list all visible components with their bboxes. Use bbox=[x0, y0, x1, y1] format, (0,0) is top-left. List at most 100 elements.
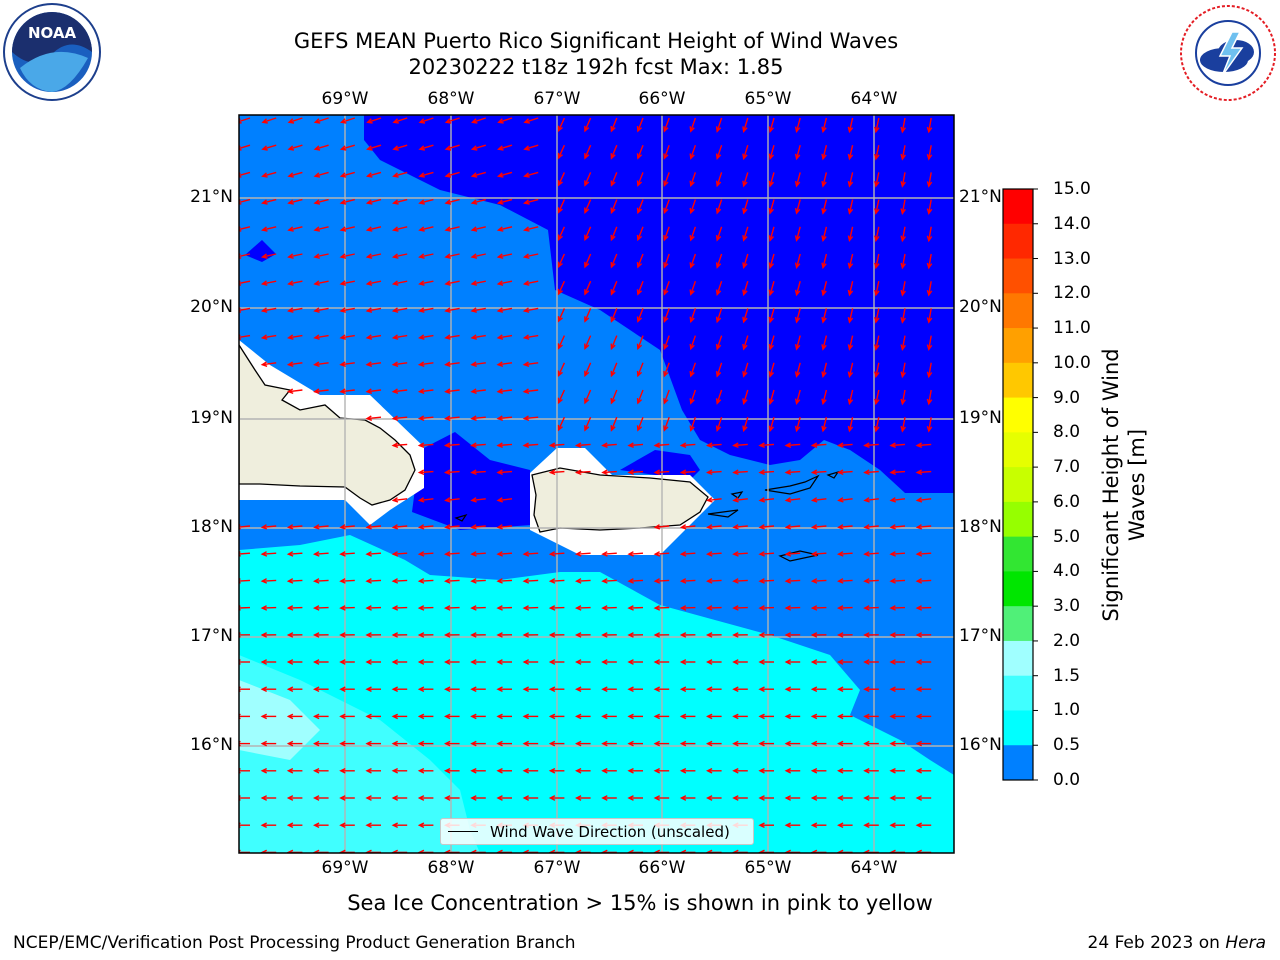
wind-wave-arrow bbox=[795, 308, 801, 323]
wind-wave-arrow bbox=[743, 199, 749, 214]
wind-wave-arrow-head bbox=[496, 578, 503, 584]
wind-wave-arrow-head bbox=[260, 795, 268, 801]
wind-wave-arrow bbox=[288, 389, 303, 393]
wind-wave-arrow bbox=[743, 117, 749, 132]
wind-wave-arrow-head bbox=[417, 767, 425, 774]
wind-wave-arrow-head bbox=[784, 524, 792, 530]
wind-wave-arrow-head bbox=[470, 253, 478, 259]
wind-wave-arrow bbox=[795, 335, 801, 350]
wind-wave-arrow-head bbox=[365, 334, 373, 340]
wind-wave-arrow bbox=[769, 335, 775, 350]
wind-wave-arrow bbox=[445, 280, 460, 285]
footer-host: Hera bbox=[1225, 933, 1266, 953]
wind-wave-arrow bbox=[445, 579, 460, 582]
wind-wave-arrow-head bbox=[444, 388, 451, 394]
wind-wave-arrow-head bbox=[339, 605, 346, 611]
wind-wave-arrow bbox=[602, 606, 617, 609]
wind-wave-arrow bbox=[795, 145, 801, 159]
wind-wave-arrow-head bbox=[260, 767, 268, 774]
wind-wave-arrow bbox=[917, 552, 932, 555]
wind-wave-arrow bbox=[716, 389, 723, 404]
wind-wave-arrow-head bbox=[732, 578, 739, 584]
wind-wave-arrow bbox=[498, 362, 513, 366]
wind-wave-arrow bbox=[690, 335, 697, 350]
band-0.0-0.5-mona bbox=[412, 432, 532, 530]
wind-wave-arrow bbox=[848, 117, 854, 132]
wind-wave-arrow bbox=[812, 579, 827, 582]
wind-wave-arrow-head bbox=[286, 361, 294, 367]
wind-wave-arrow bbox=[655, 606, 670, 609]
wind-wave-arrow bbox=[419, 416, 434, 420]
wind-wave-arrow-head bbox=[522, 659, 530, 665]
colorbar-tick-label: 12.0 bbox=[1053, 283, 1091, 304]
wind-wave-arrow bbox=[584, 253, 592, 268]
wind-wave-arrow bbox=[498, 280, 513, 285]
wind-wave-arrow-head bbox=[287, 334, 294, 340]
wind-wave-arrow bbox=[690, 199, 697, 214]
wind-wave-arrow-head bbox=[418, 226, 425, 232]
wind-wave-arrow bbox=[838, 443, 853, 447]
wind-wave-arrow-head bbox=[810, 578, 818, 584]
wind-wave-arrow bbox=[524, 171, 539, 177]
wind-wave-arrow-head bbox=[742, 371, 748, 378]
wind-wave-arrow-head bbox=[261, 226, 268, 232]
wind-wave-arrow-head bbox=[365, 578, 372, 584]
wind-wave-arrow-head bbox=[732, 605, 739, 611]
wind-wave-arrow bbox=[795, 226, 801, 241]
wind-wave-arrow-head bbox=[523, 145, 530, 151]
wind-wave-arrow bbox=[690, 144, 697, 159]
wind-wave-arrow-head bbox=[418, 199, 425, 205]
wind-wave-arrow bbox=[288, 280, 303, 285]
wind-wave-arrow-head bbox=[470, 361, 477, 367]
wind-wave-arrow bbox=[340, 606, 355, 609]
wind-wave-arrow bbox=[239, 117, 251, 123]
wind-wave-arrow-head bbox=[889, 578, 896, 584]
wind-wave-arrow-head bbox=[636, 180, 643, 187]
wind-wave-arrow bbox=[239, 171, 251, 177]
wind-wave-arrow-head bbox=[444, 686, 451, 693]
wind-wave-arrow bbox=[663, 117, 670, 132]
wind-wave-arrow-head bbox=[470, 442, 477, 448]
wind-wave-arrow bbox=[419, 498, 434, 502]
wind-wave-arrow bbox=[393, 552, 408, 555]
wind-wave-arrow-head bbox=[758, 632, 765, 638]
wind-wave-arrow-head bbox=[926, 235, 933, 243]
svg-text:NOAA: NOAA bbox=[28, 24, 77, 42]
noaa-logo: NOAA bbox=[3, 3, 101, 101]
wind-wave-arrow-head bbox=[497, 145, 504, 151]
wind-wave-arrow-head bbox=[313, 280, 320, 286]
wind-wave-arrow bbox=[690, 226, 697, 241]
wind-wave-arrow-head bbox=[391, 822, 399, 829]
wind-wave-arrow-head bbox=[496, 767, 503, 774]
wind-wave-arrow bbox=[610, 172, 618, 186]
wind-wave-arrow bbox=[628, 470, 644, 474]
wind-wave-arrow bbox=[875, 117, 880, 132]
wind-wave-arrow-head bbox=[391, 659, 399, 665]
wind-wave-arrow-head bbox=[522, 551, 530, 557]
wind-wave-arrow bbox=[576, 552, 591, 555]
wind-wave-arrow-head bbox=[653, 767, 661, 774]
wind-wave-arrow-head bbox=[496, 199, 504, 205]
wind-wave-arrow-head bbox=[584, 261, 590, 269]
wind-wave-arrow-head bbox=[863, 578, 870, 584]
wind-wave-arrow-head bbox=[417, 740, 425, 747]
lon-label-top-68w: 68°W bbox=[427, 89, 475, 109]
wind-wave-arrow-head bbox=[653, 659, 661, 665]
wind-wave-arrow bbox=[239, 144, 251, 150]
wind-wave-arrow-head bbox=[627, 767, 634, 774]
wind-wave-arrow-head bbox=[365, 253, 373, 259]
wind-wave-arrow bbox=[239, 198, 251, 204]
wind-wave-arrow bbox=[928, 145, 932, 160]
wind-wave-arrow-head bbox=[689, 398, 695, 405]
wind-wave-arrow-head bbox=[758, 524, 765, 530]
wind-wave-arrow-head bbox=[915, 632, 923, 638]
wind-wave-arrow-head bbox=[663, 234, 669, 242]
wind-wave-arrow-head bbox=[365, 659, 372, 665]
wind-wave-arrow bbox=[690, 117, 697, 132]
wind-wave-arrow-head bbox=[679, 632, 687, 638]
wind-wave-arrow-head bbox=[417, 442, 425, 448]
wind-wave-arrow-head bbox=[365, 415, 373, 421]
wind-wave-arrow bbox=[262, 334, 277, 339]
wind-wave-arrow bbox=[314, 334, 329, 339]
wind-wave-arrow-head bbox=[444, 659, 451, 665]
